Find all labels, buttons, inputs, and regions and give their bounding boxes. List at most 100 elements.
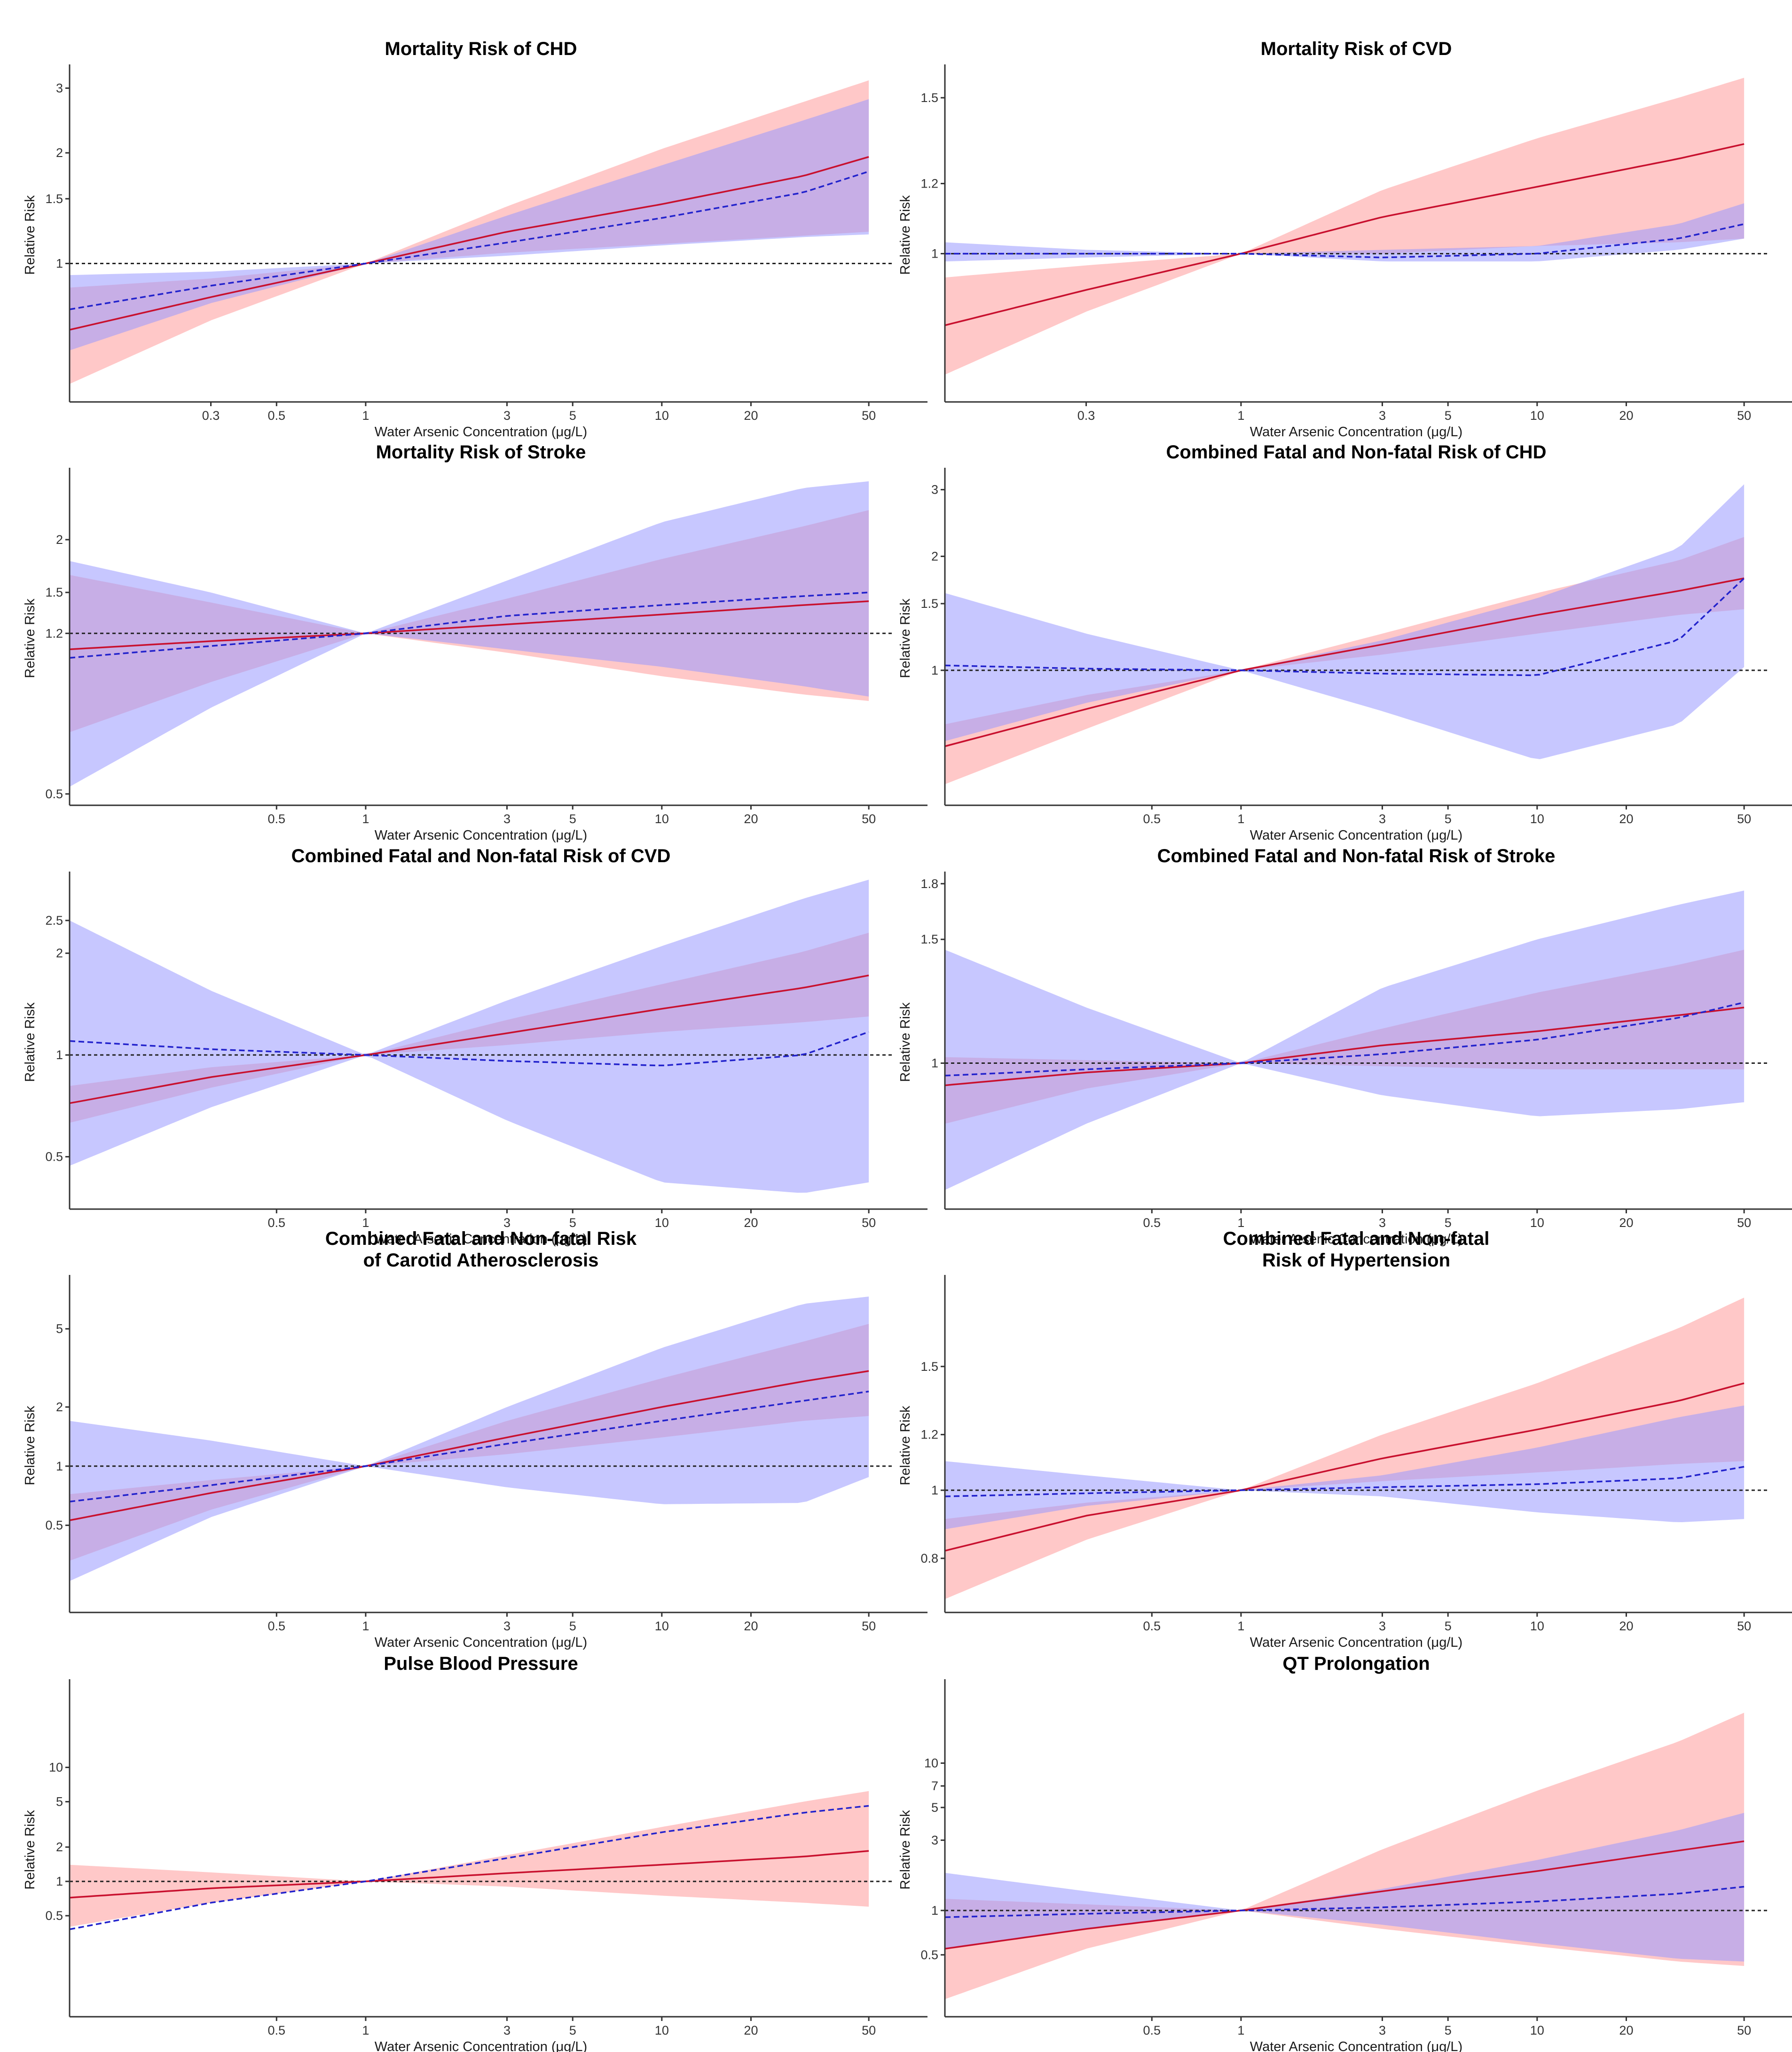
y-tick-label: 1.5 [45, 585, 63, 599]
y-tick-label: 1.2 [920, 176, 938, 190]
y-tick-label: 1 [56, 1048, 63, 1062]
x-tick-label: 0.5 [268, 2023, 286, 2037]
y-axis-label: Relative Risk [898, 1810, 913, 1890]
x-tick-label: 50 [1737, 1619, 1751, 1633]
x-axis-label: Water Arsenic Concentration (μg/L) [375, 828, 587, 843]
x-axis-label: Water Arsenic Concentration (μg/L) [1250, 1635, 1462, 1650]
x-tick-label: 10 [1530, 409, 1544, 423]
x-tick-label: 5 [569, 812, 576, 826]
x-tick-label: 50 [862, 1619, 876, 1633]
y-axis-label: Relative Risk [898, 598, 913, 678]
y-tick-label: 2 [56, 1400, 63, 1414]
chart-panel: Mortality Risk of CVD 0.3 1 3 5 10 20 50 1 1.2 1.5… [898, 39, 1792, 440]
y-tick-label: 0.5 [45, 1150, 63, 1164]
x-tick-label: 0.3 [202, 409, 220, 423]
x-tick-label: 3 [503, 1619, 511, 1633]
x-tick-label: 10 [1530, 1216, 1544, 1230]
y-tick-label: 0.5 [920, 1948, 938, 1962]
estimate-line-spline [944, 1466, 1745, 1497]
x-axis-label: Water Arsenic Concentration (μg/L) [1250, 828, 1462, 843]
x-tick-label: 0.5 [1143, 1216, 1161, 1230]
x-tick-label: 1 [1237, 812, 1244, 826]
y-tick-label: 2.5 [45, 913, 63, 928]
estimate-line-spline [69, 1805, 869, 1930]
x-tick-label: 3 [503, 409, 511, 423]
x-tick-label: 50 [1737, 1216, 1751, 1230]
y-tick-label: 1 [931, 663, 938, 677]
estimate-line-linear [944, 1006, 1745, 1086]
y-tick-label: 7 [931, 1779, 938, 1793]
x-tick-label: 3 [503, 1216, 511, 1230]
estimate-line-linear [944, 1382, 1745, 1552]
x-tick-label: 10 [655, 1216, 669, 1230]
chart-panel: Combined Fatal and Non-fatal Risk of CVD… [23, 846, 927, 1247]
x-tick-label: 0.3 [1077, 409, 1095, 423]
chart-panel: Combined Fatal and Non-fatal Risk of Str… [898, 846, 1792, 1247]
x-axis-label: Water Arsenic Concentration (μg/L) [1250, 1232, 1462, 1247]
y-tick-label: 1.2 [920, 1428, 938, 1442]
chart-panel: Mortality Risk of Stroke 0.5 1 3 5 10 20 50 0.5 1… [23, 442, 927, 843]
chart-title: Combined Fatal and Non-fatal Risk of CVD [291, 846, 671, 866]
x-tick-label: 10 [1530, 1619, 1544, 1633]
estimate-line-linear [69, 1850, 869, 1899]
y-axis-label: Relative Risk [898, 1002, 913, 1082]
x-tick-label: 10 [655, 409, 669, 423]
x-tick-label: 5 [1445, 1216, 1452, 1230]
y-axis-label: Relative Risk [23, 1406, 38, 1486]
x-tick-label: 50 [862, 812, 876, 826]
estimate-line-linear [944, 577, 1745, 747]
y-tick-label: 3 [931, 483, 938, 497]
estimate-line-linear [944, 1840, 1745, 1950]
y-axis-label: Relative Risk [23, 1002, 38, 1082]
confidence-band-spline [945, 1813, 1745, 1962]
x-tick-label: 5 [1445, 812, 1452, 826]
x-tick-label: 1 [1237, 1619, 1244, 1633]
x-tick-label: 3 [1379, 1216, 1386, 1230]
confidence-band-linear [70, 1791, 869, 1927]
x-tick-label: 0.5 [268, 812, 286, 826]
y-tick-label: 10 [49, 1761, 63, 1775]
chart-title: Mortality Risk of CVD [1261, 39, 1452, 59]
x-axis-label: Water Arsenic Concentration (μg/L) [1250, 2039, 1462, 2052]
y-tick-label: 0.8 [920, 1551, 938, 1565]
x-tick-label: 5 [569, 409, 576, 423]
x-tick-label: 20 [1619, 812, 1633, 826]
x-tick-label: 1 [362, 2023, 369, 2037]
y-tick-label: 1.5 [920, 932, 938, 946]
estimate-line-spline [944, 1886, 1745, 1918]
y-axis-label: Relative Risk [23, 1810, 38, 1890]
y-axis-label: Relative Risk [23, 598, 38, 678]
x-tick-label: 5 [1445, 409, 1452, 423]
chart-title: Combined Fatal and Non-fatal Risk of CHD [1166, 442, 1547, 463]
x-tick-label: 20 [1619, 1216, 1633, 1230]
y-axis-label: Relative Risk [23, 195, 38, 275]
x-tick-label: 1 [1237, 409, 1244, 423]
x-tick-label: 1 [362, 1619, 369, 1633]
x-tick-label: 1 [1237, 1216, 1244, 1230]
y-tick-label: 3 [56, 81, 63, 95]
x-tick-label: 0.5 [268, 409, 286, 423]
x-tick-label: 10 [655, 812, 669, 826]
x-tick-label: 1 [362, 1216, 369, 1230]
y-tick-label: 1.5 [920, 1360, 938, 1374]
x-tick-label: 50 [1737, 2023, 1751, 2037]
x-tick-label: 0.5 [268, 1619, 286, 1633]
x-axis-label: Water Arsenic Concentration (μg/L) [375, 1635, 587, 1650]
estimate-line-spline [69, 171, 869, 310]
chart-title: Risk of Hypertension [1262, 1250, 1450, 1271]
x-tick-label: 5 [1445, 1619, 1452, 1633]
confidence-band-spline [945, 1405, 1745, 1529]
chart-title: Mortality Risk of Stroke [376, 442, 586, 463]
estimate-line-spline [945, 223, 1745, 259]
x-tick-label: 20 [744, 409, 758, 423]
x-tick-label: 0.5 [1143, 2023, 1161, 2037]
estimate-line-linear [69, 975, 869, 1104]
x-tick-label: 3 [1379, 812, 1386, 826]
chart-panel: Combined Fatal and Non-fatal Risk of CHD… [898, 442, 1792, 843]
x-tick-label: 5 [569, 1619, 576, 1633]
y-tick-label: 5 [56, 1322, 63, 1336]
chart-title: Combined Fatal and Non-fatal Risk [325, 1228, 637, 1249]
x-axis-label: Water Arsenic Concentration (μg/L) [375, 1232, 587, 1247]
